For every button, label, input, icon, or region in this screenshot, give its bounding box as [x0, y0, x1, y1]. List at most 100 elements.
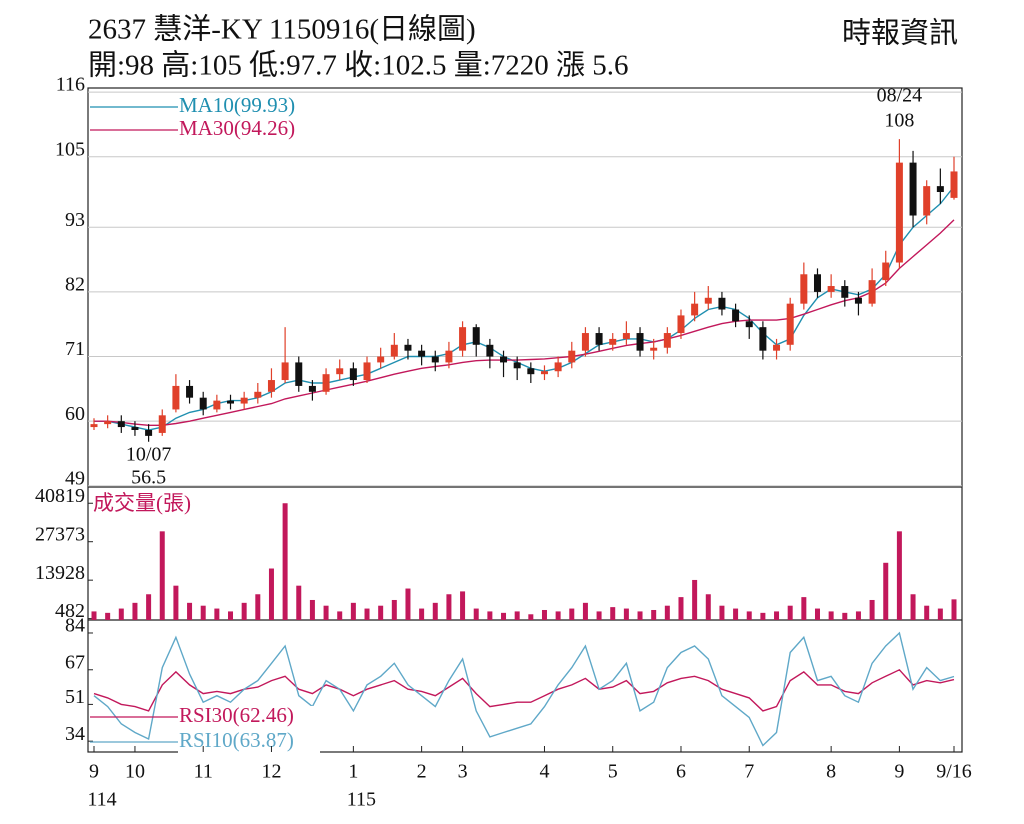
volume-bar — [569, 608, 575, 620]
volume-bar — [705, 594, 711, 620]
volume-bar — [746, 611, 752, 620]
y-tick-label: 93 — [65, 209, 85, 231]
volume-bar — [896, 531, 902, 620]
volume-bar — [869, 599, 875, 620]
volume-bar — [391, 599, 397, 620]
volume-bar — [200, 605, 206, 620]
volume-bar — [719, 605, 725, 620]
y-tick-label: 49 — [65, 467, 85, 489]
candle-body — [895, 162, 903, 263]
candle-body — [827, 286, 835, 292]
volume-bar — [924, 605, 930, 620]
legend-bg — [178, 96, 320, 118]
candle-body — [732, 309, 740, 322]
candle-body — [472, 327, 480, 345]
candle-body — [568, 350, 576, 363]
volume-bar — [214, 608, 220, 620]
candle-body — [773, 344, 781, 351]
candle-body — [650, 347, 658, 351]
candle-body — [322, 374, 330, 392]
volume-bar — [118, 608, 124, 620]
y-tick-label: 82 — [65, 274, 85, 296]
y-tick-label: 51 — [65, 686, 85, 708]
candle-body — [868, 280, 876, 304]
volume-bar — [378, 605, 384, 620]
volume-bar — [309, 599, 315, 620]
x-tick-label: 5 — [608, 761, 618, 783]
volume-bar — [637, 611, 643, 620]
panel: 40819 27373 13928 482 成交量(張) — [35, 485, 957, 622]
candle-body — [677, 315, 685, 334]
candle-body — [759, 327, 767, 351]
volume-bar — [282, 503, 288, 620]
candle-body — [199, 397, 207, 410]
volume-bar — [337, 611, 343, 620]
volume-bar — [419, 608, 425, 620]
volume-bar — [528, 614, 534, 620]
candle-body — [882, 262, 890, 281]
candle-body — [240, 397, 248, 404]
volume-title: 成交量(張) — [93, 491, 191, 515]
candle-body — [227, 400, 235, 404]
volume-bar — [501, 612, 507, 620]
volume-bar — [460, 591, 466, 620]
candle-body — [500, 356, 508, 363]
x-tick-label: 11 — [194, 761, 213, 783]
series-line — [94, 219, 955, 426]
x-tick-label: 8 — [826, 761, 836, 783]
x-tick-label: 9 — [89, 761, 99, 783]
candle-body — [513, 362, 521, 369]
volume-bar — [951, 599, 957, 620]
x-tick-label: 1 — [348, 761, 358, 783]
candle-body — [636, 333, 644, 351]
volume-bar — [350, 602, 356, 620]
candle-body — [404, 344, 412, 351]
volume-bar — [596, 611, 602, 620]
candle-body — [622, 333, 630, 339]
candle-body — [213, 400, 221, 410]
volume-bar — [828, 611, 834, 620]
volume-bar — [582, 602, 588, 620]
legend-bg — [178, 731, 320, 753]
candle-body — [281, 362, 289, 381]
candle-body — [854, 297, 862, 304]
candle-body — [90, 424, 98, 428]
legend-label: RSI30(62.46) — [179, 703, 294, 727]
annotation-date: 08/24 — [877, 85, 923, 107]
candle-body — [336, 368, 344, 375]
volume-bar — [883, 562, 889, 620]
candle-body — [295, 362, 303, 386]
x-tick-label: 4 — [539, 761, 549, 783]
volume-bar — [228, 611, 234, 620]
volume-bar — [787, 605, 793, 620]
volume-bar — [678, 597, 684, 620]
x-tick-label: 6 — [676, 761, 686, 783]
candle-body — [308, 385, 316, 392]
x-tick-label: 12 — [261, 761, 281, 783]
series-line — [93, 668, 955, 712]
volume-bar — [514, 611, 520, 620]
volume-bar — [842, 612, 848, 620]
source-label: 時報資訊 — [842, 17, 958, 50]
volume-bar — [105, 612, 111, 620]
series-line — [94, 186, 955, 431]
candle-body — [172, 385, 180, 410]
legend-label: MA10(99.93) — [179, 93, 295, 117]
volume-bar — [432, 602, 438, 620]
legend-bg — [178, 706, 320, 728]
legend-label: RSI10(63.87) — [179, 728, 294, 752]
legend-label: MA30(94.26) — [179, 116, 295, 140]
candle-body — [800, 274, 808, 304]
volume-bar — [132, 602, 138, 620]
volume-bar — [241, 602, 247, 620]
volume-bar — [801, 597, 807, 620]
candle-body — [540, 371, 548, 375]
candle-body — [950, 171, 958, 198]
x-tick-label: 3 — [458, 761, 468, 783]
series-line — [93, 631, 955, 747]
y-tick-label: 34 — [65, 723, 85, 745]
volume-bar — [760, 612, 766, 620]
